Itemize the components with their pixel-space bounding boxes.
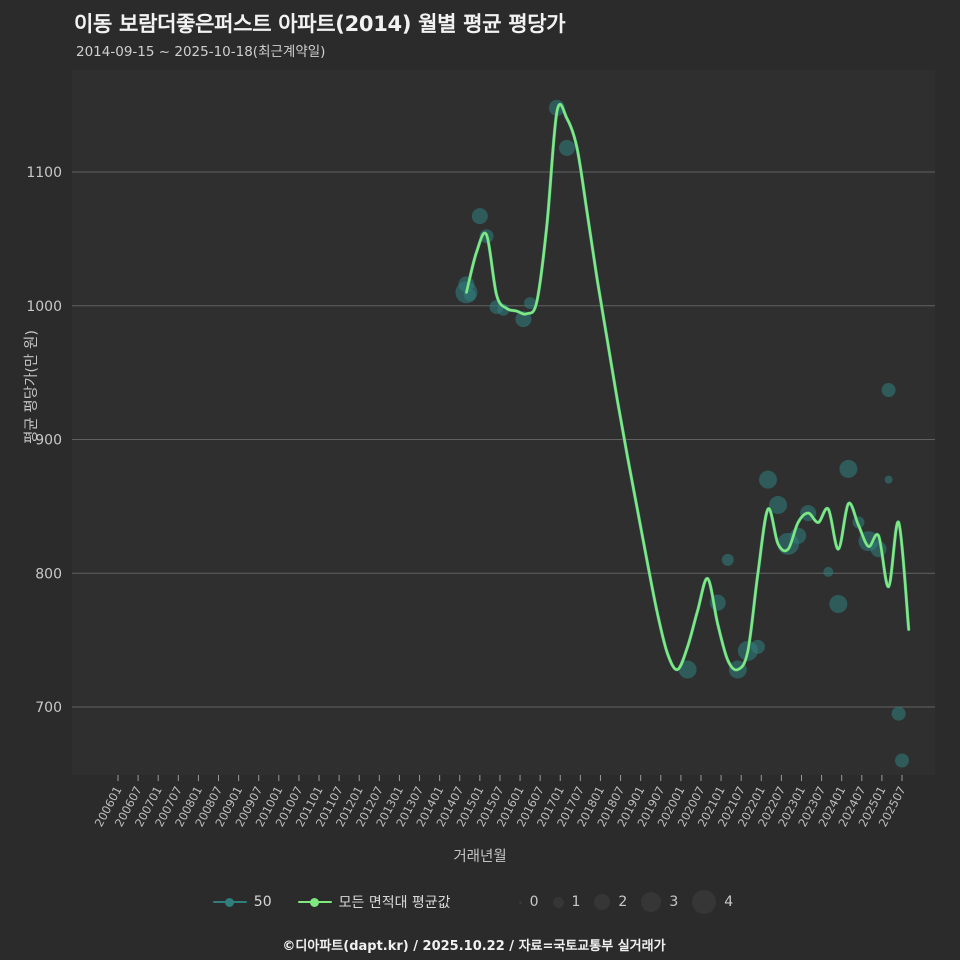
legend-size-label: 2 (618, 894, 628, 910)
data-bubble (881, 383, 896, 398)
data-bubble (769, 496, 788, 515)
legend-size-dot (594, 894, 611, 910)
page-title: 이동 보람더좋은퍼스트 아파트(2014) 월별 평균 평당가 (74, 12, 566, 36)
page-subtitle: 2014-09-15 ~ 2025-10-18(최근계약일) (76, 44, 326, 60)
legend-item-series-0[interactable]: 50 (212, 894, 272, 910)
legend-size-dot (552, 896, 564, 908)
y-tick-label: 1100 (26, 165, 62, 181)
data-bubble (884, 475, 893, 484)
legend-marker-series-1 (297, 896, 332, 908)
legend-size-item: 3 (641, 892, 678, 912)
legend-label-series-1: 모든 면적대 평균값 (338, 895, 451, 911)
data-bubble (839, 459, 858, 478)
legend-size-label: 4 (724, 894, 734, 910)
legend-size-label: 0 (529, 894, 539, 910)
legend-label-series-0: 50 (253, 894, 272, 910)
legend-bubble-sizes: 0 1 2 3 4 (518, 890, 748, 914)
plot-background (72, 70, 935, 775)
data-bubble (758, 470, 777, 489)
data-bubble (471, 208, 488, 225)
chart-plot-area: 7008009001000110020060120060720070120070… (26, 70, 935, 830)
legend-size-dot (518, 900, 522, 904)
chart-legend: 50 모든 면적대 평균값 0 1 2 3 4 (0, 890, 960, 914)
y-tick-label: 1000 (26, 299, 62, 315)
legend-size-item: 2 (594, 894, 627, 910)
footer-text: ©디아파트(dapt.kr) / 2025.10.22 / 자료=국토교통부 실… (282, 939, 666, 954)
legend-size-dot (641, 892, 662, 912)
data-bubble (750, 639, 765, 654)
y-tick-label: 700 (35, 700, 62, 716)
data-bubble (891, 706, 906, 721)
data-bubble (823, 566, 834, 577)
legend-size-item: 1 (552, 894, 581, 910)
legend-size-item: 0 (518, 894, 539, 910)
x-axis-title: 거래년월 (453, 849, 507, 865)
data-bubble (524, 297, 537, 310)
series-line (465, 103, 910, 672)
legend-item-series-1[interactable]: 모든 면적대 평균값 (297, 892, 451, 912)
data-bubble (895, 753, 909, 768)
y-tick-label: 900 (35, 433, 62, 449)
legend-size-dot (692, 890, 717, 914)
data-bubble (678, 660, 697, 679)
footer-credit: ©디아파트(dapt.kr) / 2025.10.22 / 자료=국토교통부 실… (0, 935, 960, 954)
legend-size-item: 4 (692, 890, 733, 914)
y-tick-label: 800 (35, 566, 62, 582)
data-bubble (558, 139, 575, 156)
legend-size-label: 3 (669, 894, 679, 910)
legend-marker-series-0 (212, 896, 247, 908)
data-bubble (721, 553, 734, 566)
legend-size-label: 1 (571, 894, 581, 910)
data-bubble (829, 595, 848, 614)
